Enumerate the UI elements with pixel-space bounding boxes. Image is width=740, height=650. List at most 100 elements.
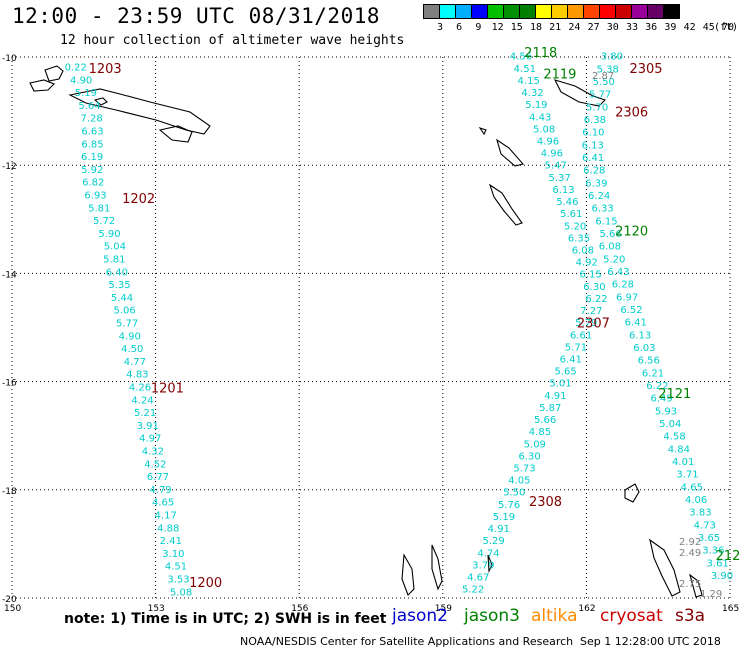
wave-height-value: 5.04: [659, 419, 681, 430]
wave-height-value: 6.52: [620, 305, 642, 316]
coastline: [93, 97, 108, 106]
wave-height-value: 6.13: [552, 185, 574, 196]
wave-height-value: 4.74: [477, 548, 499, 559]
color-scale-tick: 9: [475, 22, 482, 33]
coastline: [478, 126, 487, 136]
wave-height-value: 5.87: [539, 403, 561, 414]
wave-height-value: 4.51: [514, 64, 536, 75]
wave-height-value: 6.22: [585, 294, 607, 305]
wave-height-value: 2.41: [160, 536, 182, 547]
wave-height-value: 5.66: [534, 415, 556, 426]
color-scale-tick: 39: [664, 22, 677, 33]
wave-height-value: 3.90: [711, 571, 733, 582]
wave-height-value: 3.83: [689, 508, 711, 519]
wave-height-value: 4.83: [126, 370, 148, 381]
wave-height-value: 5.09: [524, 439, 546, 450]
wave-height-value: 4.97: [139, 434, 161, 445]
wave-height-value: 5.35: [108, 280, 130, 291]
wave-height-value: 6.41: [560, 354, 582, 365]
wave-height-value: 5.37: [548, 173, 570, 184]
wave-height-value: 5.50: [593, 77, 615, 88]
wave-height-value: 6.13: [582, 140, 604, 151]
wave-height-value: 4.65: [681, 482, 703, 493]
wave-height-value: 5.19: [493, 512, 515, 523]
wave-height-value-low: 2.92: [679, 537, 701, 548]
wave-height-value: 4.84: [668, 444, 690, 455]
wave-height-value: 5.64: [78, 101, 100, 112]
pass-label: 2308: [529, 495, 562, 510]
wave-height-value: 6.28: [612, 280, 634, 291]
wave-height-value: 4.79: [149, 485, 171, 496]
wave-height-value: 6.43: [607, 267, 629, 278]
wave-height-value: 6.13: [629, 330, 651, 341]
pass-label: 1200: [189, 576, 222, 591]
color-scale-tick: 18: [529, 22, 543, 33]
color-swatch: [663, 4, 680, 19]
wave-height-value: 6.24: [588, 191, 610, 202]
color-scale-tick: 30: [606, 22, 619, 33]
pass-label: 2121: [658, 387, 691, 402]
wave-height-value: 6.30: [583, 282, 605, 293]
coastline: [431, 544, 443, 591]
color-scale-tick: 36: [645, 22, 658, 33]
color-scale-tick: 3: [436, 22, 444, 33]
pass-label: 2118: [524, 46, 557, 61]
pass-label: 2305: [629, 62, 662, 77]
wave-height-value: 4.06: [685, 495, 707, 506]
wave-height-value: 4.32: [142, 447, 164, 458]
legend-s3a: s3a: [675, 606, 706, 626]
wave-height-value: 5.50: [503, 488, 525, 499]
wave-height-value: 6.49: [651, 394, 673, 405]
legend-altika: altika: [531, 606, 578, 626]
wave-height-value: 5.22: [462, 585, 484, 596]
wave-height-value: 3.80: [601, 52, 623, 63]
wave-height-value: 6.82: [82, 178, 104, 189]
wave-height-value: 5.19: [525, 100, 547, 111]
wave-height-value: 7.27: [580, 306, 602, 317]
lon-label: 165: [722, 604, 739, 614]
wave-height-value: 4.65: [152, 498, 174, 509]
wave-height-value: 6.38: [584, 115, 606, 126]
wave-height-value: 6.35: [568, 233, 590, 244]
lat-label: -20: [2, 595, 17, 605]
wave-height-value: 3.91: [137, 421, 159, 432]
coastline: [496, 138, 525, 167]
wave-height-value: 6.15: [595, 216, 617, 227]
pass-label: 2119: [543, 68, 576, 83]
wave-height-value: 5.73: [513, 463, 535, 474]
wave-height-value: 6.21: [642, 368, 664, 379]
wave-height-value: 5.29: [483, 536, 505, 547]
wave-height-value: 6.63: [81, 127, 103, 138]
wave-height-value: 6.41: [625, 318, 647, 329]
lon-label: 153: [148, 604, 165, 614]
wave-height-value: 4.50: [121, 344, 143, 355]
wave-height-value: 6.56: [638, 356, 660, 367]
wave-height-value: 5.81: [88, 203, 110, 214]
wave-height-value: 3.71: [676, 470, 698, 481]
wave-height-value: 6.28: [583, 166, 605, 177]
color-scale-tick: 27: [587, 22, 600, 33]
legend-jason3: jason3: [464, 606, 520, 626]
wave-height-value: 5.08: [170, 587, 192, 598]
wave-height-value-low: 2.75: [679, 579, 701, 590]
wave-height-value: 3.53: [167, 574, 189, 585]
color-scale-unit: (ft): [713, 22, 739, 33]
wave-height-value: 5.01: [549, 379, 571, 390]
wave-height-value: 4.90: [119, 331, 141, 342]
wave-height-value: 4.88: [157, 523, 179, 534]
wave-height-value-low: 2.87: [592, 71, 614, 82]
coastline: [553, 79, 607, 107]
lon-label: 162: [578, 604, 595, 614]
lat-label: -12: [2, 162, 17, 172]
wave-height-value: 4.90: [70, 75, 92, 86]
color-scale-tick: 70: [721, 22, 735, 33]
wave-height-value: 7.28: [80, 114, 102, 125]
wave-height-value: 5.77: [589, 90, 611, 101]
wave-height-value: 4.32: [521, 88, 543, 99]
lon-label: 150: [4, 604, 21, 614]
wave-height-value: 3.61: [707, 558, 729, 569]
wave-height-value-low: 2.49: [679, 548, 701, 559]
wave-height-value: 4.52: [144, 459, 166, 470]
coastline: [29, 79, 55, 92]
